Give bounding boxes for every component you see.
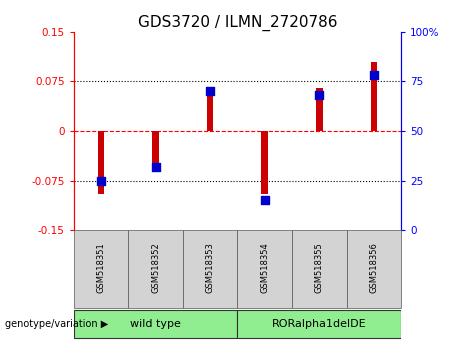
Point xyxy=(370,73,378,78)
Bar xyxy=(316,88,323,131)
FancyBboxPatch shape xyxy=(292,230,347,308)
Point xyxy=(152,164,159,170)
Point xyxy=(207,88,214,94)
Bar xyxy=(98,131,104,194)
Bar xyxy=(207,88,213,131)
Point xyxy=(315,92,323,98)
Text: GSM518355: GSM518355 xyxy=(315,242,324,293)
Text: GSM518356: GSM518356 xyxy=(369,242,378,293)
FancyBboxPatch shape xyxy=(237,309,401,338)
Text: genotype/variation ▶: genotype/variation ▶ xyxy=(5,319,108,329)
Text: GSM518352: GSM518352 xyxy=(151,242,160,293)
FancyBboxPatch shape xyxy=(128,230,183,308)
Text: GSM518353: GSM518353 xyxy=(206,242,215,293)
Point xyxy=(261,198,268,203)
Text: GSM518351: GSM518351 xyxy=(96,242,106,293)
FancyBboxPatch shape xyxy=(74,230,128,308)
Bar xyxy=(152,131,159,169)
FancyBboxPatch shape xyxy=(74,309,237,338)
Text: GSM518354: GSM518354 xyxy=(260,242,269,293)
Bar xyxy=(371,62,377,131)
FancyBboxPatch shape xyxy=(183,230,237,308)
FancyBboxPatch shape xyxy=(237,230,292,308)
Text: wild type: wild type xyxy=(130,319,181,329)
FancyBboxPatch shape xyxy=(347,230,401,308)
Point xyxy=(97,178,105,183)
Text: RORalpha1delDE: RORalpha1delDE xyxy=(272,319,366,329)
Title: GDS3720 / ILMN_2720786: GDS3720 / ILMN_2720786 xyxy=(138,14,337,30)
Bar xyxy=(261,131,268,194)
